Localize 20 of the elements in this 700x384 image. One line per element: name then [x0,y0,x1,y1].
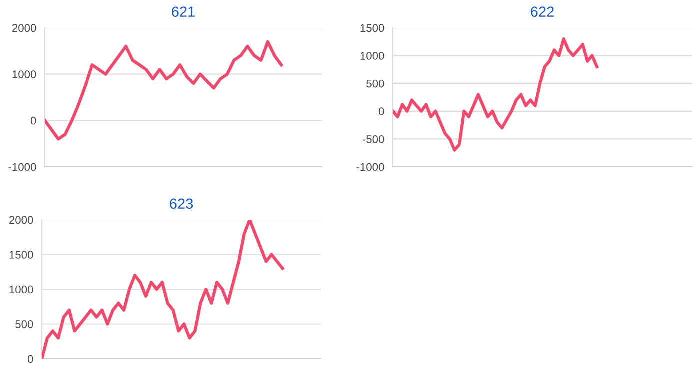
line-series [393,38,599,152]
y-tick-label: -1000 [356,163,384,172]
y-tick-label: -1000 [8,163,36,172]
y-tick-label: -500 [362,135,384,144]
y-tick-label: 1500 [360,24,384,32]
y-tick-label: 500 [366,80,384,88]
chart-title: 621 [172,6,195,18]
y-tick-label: 0 [30,116,36,125]
y-tick-label: 1000 [12,70,36,78]
y-tick-label: 500 [16,320,34,328]
y-tick-label: 0 [28,355,34,364]
y-tick-label: 1500 [10,251,34,259]
y-tick-label: 2000 [10,216,34,224]
chart-title: 622 [531,6,554,18]
y-tick-label: 1000 [360,52,384,60]
line-series [45,40,283,141]
y-tick-label: 2000 [12,24,36,32]
y-tick-label: 1000 [10,286,34,294]
y-tick-label: 0 [378,108,384,116]
chart-title: 623 [170,198,194,210]
